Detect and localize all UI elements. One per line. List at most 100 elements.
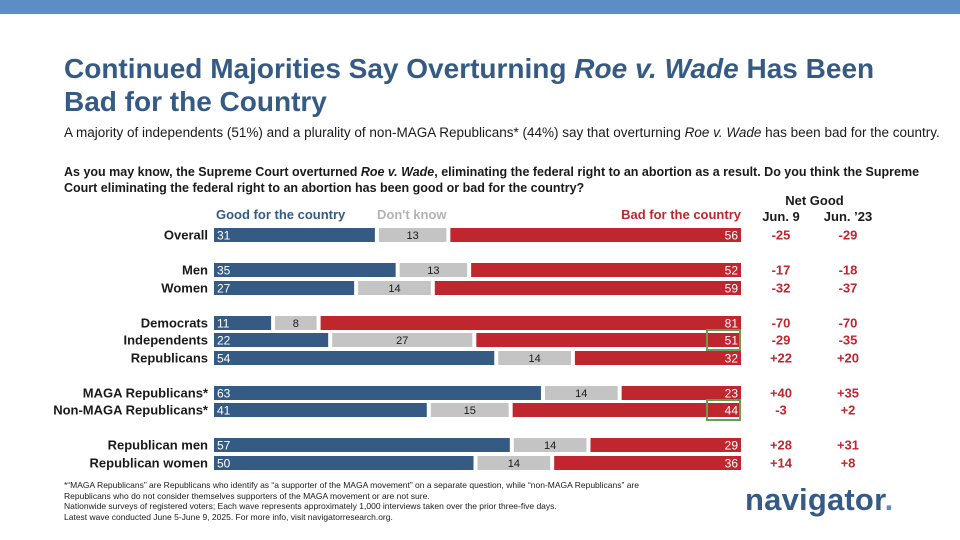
net-col-jun23-header: Jun. ’23 (824, 209, 872, 224)
bar-bad (434, 281, 741, 295)
legend-good: Good for the country (216, 207, 346, 222)
value-good: 11 (217, 317, 230, 331)
bar-dont-know (477, 456, 551, 470)
value-good: 41 (217, 404, 231, 418)
net-good-header: Net Good (785, 193, 844, 208)
row-label: Women (161, 281, 208, 296)
bar-good (214, 333, 329, 347)
value-good: 54 (217, 352, 231, 366)
bar-good (214, 351, 495, 365)
value-bad: 52 (725, 264, 739, 278)
row-label: Non-MAGA Republicans* (53, 403, 209, 418)
value-good: 27 (217, 282, 231, 296)
net-jun23-value: -18 (839, 263, 858, 278)
footnote-line-3: Latest wave conducted June 5-June 9, 202… (64, 511, 393, 522)
bar-bad (574, 351, 741, 365)
bar-dont-know (544, 386, 618, 400)
survey-question: As you may know, the Supreme Court overt… (64, 165, 920, 195)
net-jun9-value: -17 (772, 263, 791, 278)
value-bad: 23 (725, 387, 739, 401)
bar-good (214, 403, 427, 417)
net-jun9-value: -25 (772, 228, 791, 243)
highlight-box (706, 399, 741, 421)
bar-good (214, 456, 474, 470)
row-label: Republican men (108, 438, 208, 453)
bar-good (214, 228, 375, 242)
net-jun9-value: +40 (770, 386, 792, 401)
bar-good (214, 386, 541, 400)
value-bad: 56 (725, 229, 739, 243)
navigator-logo: navigator. (745, 482, 894, 517)
footnote-line-2: Nationwide surveys of registered voters;… (64, 501, 557, 511)
bar-bad (471, 263, 741, 277)
net-jun23-value: -29 (839, 228, 858, 243)
row-label: Democrats (141, 316, 208, 331)
value-dont-know: 14 (544, 440, 556, 452)
value-good: 31 (217, 229, 231, 243)
value-bad: 59 (725, 282, 739, 296)
bar-bad (554, 456, 741, 470)
value-dont-know: 8 (293, 318, 299, 330)
bar-dont-know (399, 263, 468, 277)
bar-good (214, 438, 510, 452)
net-jun9-value: -3 (775, 403, 787, 418)
bar-bad (590, 438, 741, 452)
value-dont-know: 14 (508, 458, 520, 470)
net-jun9-value: +28 (770, 438, 792, 453)
top-accent-bar (0, 0, 960, 14)
row-label: Independents (123, 333, 208, 348)
net-jun23-value: -35 (839, 333, 858, 348)
footnote-line-1: *“MAGA Republicans” are Republicans who … (64, 480, 639, 501)
net-col-jun9-header: Jun. 9 (762, 209, 800, 224)
net-jun9-value: +14 (770, 456, 793, 471)
bar-dont-know (430, 403, 509, 417)
value-dont-know: 14 (575, 388, 587, 400)
net-jun9-value: -29 (772, 333, 791, 348)
footnote: *“MAGA Republicans” are Republicans who … (64, 480, 664, 522)
net-jun23-value: -37 (839, 281, 858, 296)
value-bad: 81 (725, 317, 739, 331)
value-bad: 36 (725, 457, 739, 471)
bar-dont-know (513, 438, 587, 452)
row-label: Men (182, 263, 208, 278)
bar-good (214, 316, 272, 330)
page-subtitle: A majority of independents (51%) and a p… (64, 125, 940, 140)
value-bad: 44 (725, 404, 739, 418)
value-good: 57 (217, 439, 231, 453)
row-label: Overall (164, 228, 208, 243)
value-bad: 51 (725, 334, 739, 348)
bar-dont-know (332, 333, 473, 347)
value-dont-know: 15 (464, 405, 476, 417)
net-jun9-value: -32 (772, 281, 791, 296)
bar-dont-know (275, 316, 317, 330)
bar-dont-know (378, 228, 447, 242)
legend-dont-know: Don't know (377, 207, 447, 222)
value-good: 35 (217, 264, 231, 278)
value-dont-know: 27 (396, 335, 408, 347)
bar-bad (512, 403, 741, 417)
net-jun9-value: -70 (772, 316, 791, 331)
bar-dont-know (358, 281, 431, 295)
legend-bad: Bad for the country (621, 207, 742, 222)
highlight-box (706, 329, 741, 351)
net-jun23-value: -70 (839, 316, 858, 331)
value-dont-know: 13 (427, 265, 439, 277)
net-jun23-value: +2 (841, 403, 856, 418)
value-good: 22 (217, 334, 231, 348)
bar-dont-know (498, 351, 571, 365)
value-bad: 32 (725, 352, 739, 366)
net-jun23-value: +8 (841, 456, 856, 471)
row-label: MAGA Republicans* (83, 386, 209, 401)
value-good: 63 (217, 387, 231, 401)
bar-good (214, 263, 396, 277)
net-jun23-value: +35 (837, 386, 859, 401)
row-label: Republicans (131, 351, 208, 366)
bar-bad (320, 316, 741, 330)
net-jun23-value: +31 (837, 438, 859, 453)
value-bad: 29 (725, 439, 739, 453)
net-jun23-value: +20 (837, 351, 859, 366)
value-dont-know: 13 (407, 230, 419, 242)
value-good: 50 (217, 457, 231, 471)
value-dont-know: 14 (388, 283, 400, 295)
